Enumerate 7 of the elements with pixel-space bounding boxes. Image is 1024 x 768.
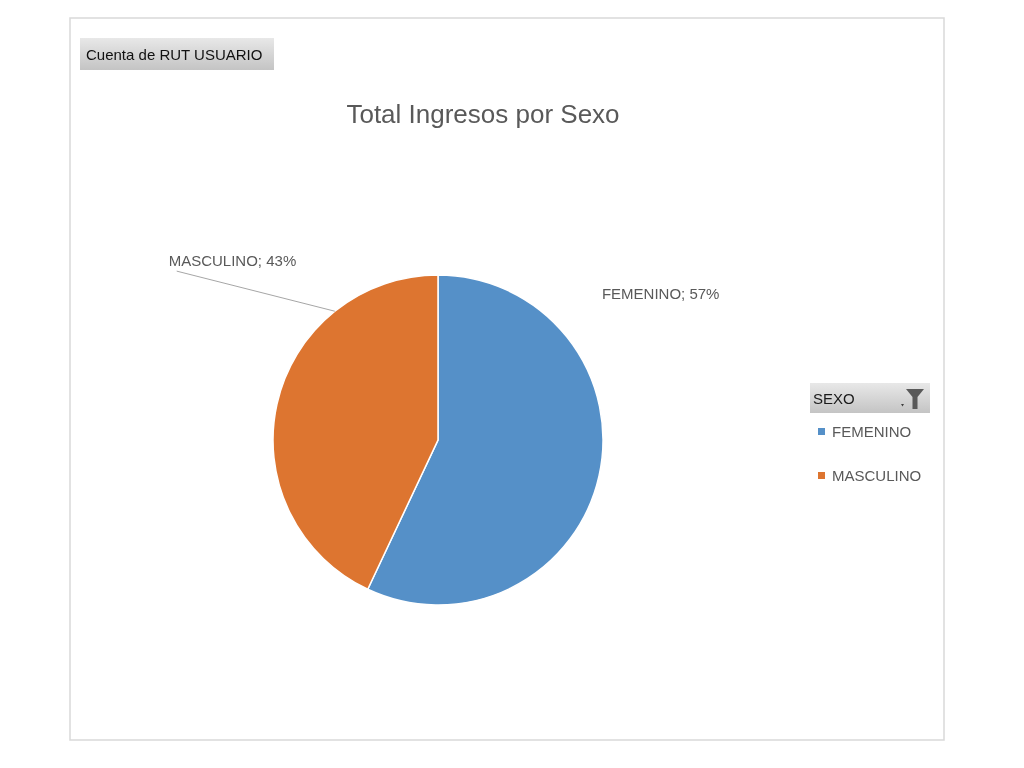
text: Cuenta de RUT USUARIO	[86, 46, 263, 63]
data-label: MASCULINO; 43%	[168, 252, 297, 270]
chart-title: Total Ingresos por Sexo	[346, 99, 620, 129]
legend-label: FEMENINO	[832, 423, 912, 440]
legend-label: MASCULINO	[832, 467, 922, 484]
legend-title: SEXO	[813, 390, 855, 407]
data-label: FEMENINO; 57%	[601, 284, 720, 302]
